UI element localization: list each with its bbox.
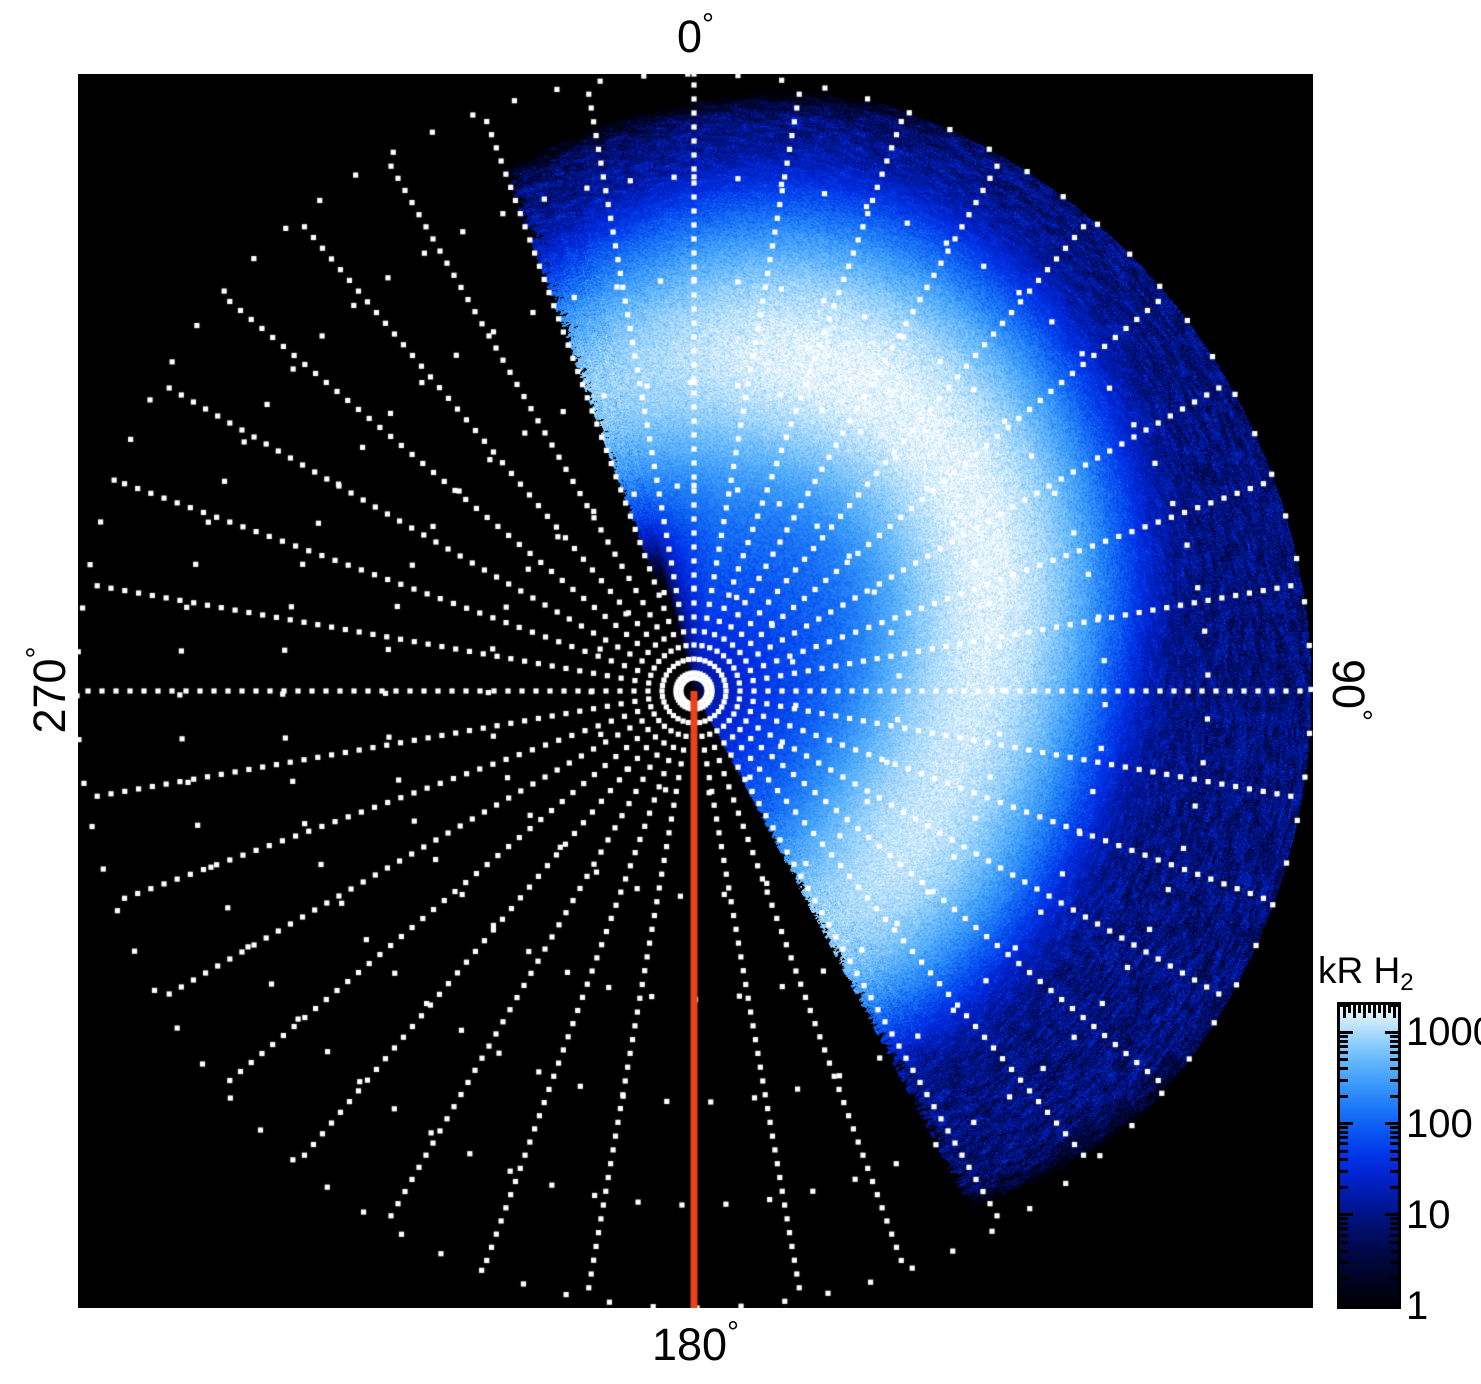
colorbar-tick-label: 10 bbox=[1406, 1192, 1451, 1237]
azimuth-label-180-value: 180 bbox=[651, 1319, 728, 1370]
colorbar-tick bbox=[1385, 1030, 1398, 1034]
colorbar-title: kR H2 bbox=[1318, 952, 1414, 995]
colorbar-tick bbox=[1390, 1169, 1398, 1173]
degree-symbol-icon: ° bbox=[727, 1316, 740, 1349]
degree-symbol-icon: ° bbox=[1344, 709, 1377, 722]
azimuth-label-0-value: 0 bbox=[676, 11, 703, 62]
colorbar-tick bbox=[1340, 1169, 1348, 1173]
colorbar-tick bbox=[1390, 1078, 1398, 1082]
colorbar-tick bbox=[1340, 1136, 1348, 1140]
colorbar-tick bbox=[1340, 1227, 1348, 1231]
colorbar-tick bbox=[1340, 1142, 1348, 1146]
colorbar-tick bbox=[1340, 1158, 1348, 1162]
colorbar-tick bbox=[1390, 1035, 1398, 1039]
colorbar-tick-label: 1 bbox=[1406, 1284, 1429, 1328]
colorbar-tick bbox=[1390, 1142, 1398, 1146]
azimuth-label-90: 90° bbox=[1323, 615, 1377, 765]
colorbar-tick bbox=[1340, 1222, 1348, 1226]
colorbar-tick bbox=[1358, 1005, 1361, 1013]
colorbar-tick bbox=[1390, 1058, 1398, 1062]
azimuth-label-0: 0° bbox=[0, 8, 1391, 62]
colorbar-tick bbox=[1340, 1030, 1353, 1034]
colorbar-tick bbox=[1390, 1051, 1398, 1055]
colorbar-tick bbox=[1340, 1249, 1348, 1253]
colorbar-tick bbox=[1390, 1277, 1398, 1281]
colorbar-tick bbox=[1340, 1240, 1348, 1244]
colorbar-tick bbox=[1340, 1130, 1348, 1134]
colorbar-tick bbox=[1390, 1260, 1398, 1264]
polar-plot-panel bbox=[78, 74, 1313, 1308]
colorbar-tick bbox=[1340, 1185, 1348, 1189]
colorbar-tick bbox=[1390, 1233, 1398, 1237]
colorbar-tick bbox=[1390, 1185, 1398, 1189]
azimuth-label-90-value: 90 bbox=[1323, 658, 1374, 710]
colorbar-tick bbox=[1390, 1094, 1398, 1098]
colorbar-tick bbox=[1393, 1005, 1396, 1018]
colorbar-tick bbox=[1390, 1222, 1398, 1226]
colorbar-tick bbox=[1390, 1158, 1398, 1162]
auroral-heatmap-canvas bbox=[78, 74, 1313, 1308]
colorbar-tick-label: 1000 bbox=[1406, 1010, 1481, 1055]
colorbar-tick bbox=[1340, 1217, 1348, 1221]
colorbar-tick-label: 100 bbox=[1406, 1101, 1473, 1146]
colorbar-tick bbox=[1390, 1126, 1398, 1130]
colorbar-tick bbox=[1340, 1233, 1348, 1237]
degree-symbol-icon: ° bbox=[702, 8, 715, 41]
azimuth-label-270-value: 270 bbox=[24, 658, 75, 734]
colorbar-tick bbox=[1390, 1067, 1398, 1071]
colorbar-tick bbox=[1385, 1304, 1398, 1308]
colorbar-tick bbox=[1340, 1094, 1348, 1098]
colorbar-tick bbox=[1385, 1213, 1398, 1217]
colorbar-tick bbox=[1390, 1217, 1398, 1221]
colorbar-tick bbox=[1390, 1240, 1398, 1244]
colorbar-tick bbox=[1343, 1005, 1346, 1018]
colorbar-tick bbox=[1340, 1067, 1348, 1071]
colorbar-tick bbox=[1340, 1045, 1348, 1049]
azimuth-label-180: 180° bbox=[0, 1316, 1391, 1370]
colorbar-tick bbox=[1340, 1078, 1348, 1082]
colorbar-tick bbox=[1340, 1213, 1353, 1217]
colorbar-tick bbox=[1340, 1035, 1348, 1039]
colorbar-tick bbox=[1378, 1005, 1381, 1013]
colorbar-tick bbox=[1390, 1249, 1398, 1253]
colorbar-tick bbox=[1390, 1130, 1398, 1134]
colorbar-tick bbox=[1340, 1149, 1348, 1153]
colorbar-tick bbox=[1390, 1136, 1398, 1140]
colorbar-tick bbox=[1385, 1122, 1398, 1126]
colorbar-tick bbox=[1388, 1005, 1391, 1013]
colorbar-tick bbox=[1390, 1149, 1398, 1153]
colorbar-tick bbox=[1373, 1005, 1376, 1018]
colorbar-tick bbox=[1340, 1058, 1348, 1062]
colorbar-title-main: kR H bbox=[1318, 950, 1401, 991]
colorbar-tick bbox=[1340, 1277, 1348, 1281]
colorbar-tick bbox=[1390, 1039, 1398, 1043]
colorbar-tick bbox=[1368, 1005, 1371, 1013]
colorbar-tick bbox=[1390, 1045, 1398, 1049]
colorbar-tick bbox=[1340, 1039, 1348, 1043]
colorbar-tick bbox=[1383, 1005, 1386, 1018]
colorbar-tick bbox=[1363, 1005, 1366, 1018]
colorbar-tick bbox=[1340, 1304, 1353, 1308]
colorbar-tick bbox=[1390, 1227, 1398, 1231]
colorbar-tick bbox=[1340, 1051, 1348, 1055]
colorbar-tick bbox=[1348, 1005, 1351, 1013]
colorbar-tick bbox=[1340, 1122, 1353, 1126]
azimuth-label-270: 270° bbox=[21, 615, 75, 765]
colorbar-tick bbox=[1353, 1005, 1356, 1018]
colorbar-title-subscript: 2 bbox=[1400, 969, 1414, 996]
degree-symbol-icon: ° bbox=[21, 646, 54, 659]
colorbar-tick bbox=[1340, 1260, 1348, 1264]
colorbar-tick bbox=[1340, 1126, 1348, 1130]
